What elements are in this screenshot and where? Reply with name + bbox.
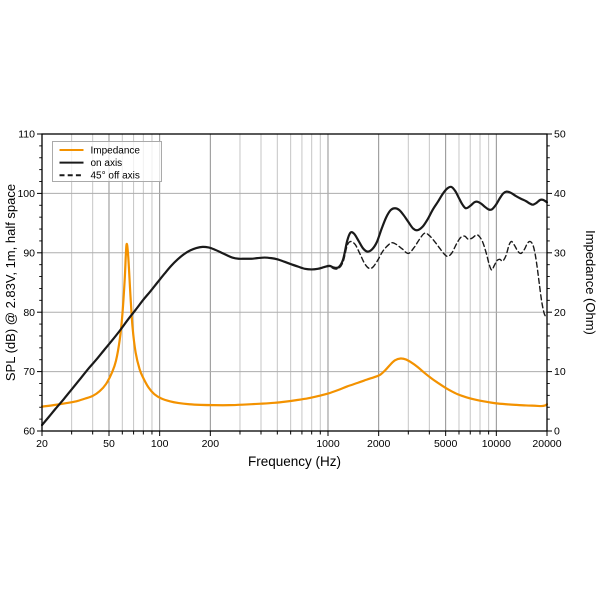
y-right-tick-label: 10 bbox=[554, 366, 566, 378]
x-tick-label: 10000 bbox=[482, 438, 511, 450]
45-off-axis-curve bbox=[323, 232, 548, 319]
legend-item-impedance: Impedance bbox=[59, 145, 141, 156]
legend-label: 45° off axis bbox=[91, 171, 140, 182]
y-right-tick-label: 30 bbox=[554, 247, 566, 259]
grid-lines bbox=[42, 134, 547, 431]
x-tick-label: 200 bbox=[202, 438, 220, 450]
y-left-tick-label: 80 bbox=[23, 307, 35, 319]
x-tick-label: 5000 bbox=[434, 438, 458, 450]
y-left-tick-label: 110 bbox=[18, 129, 35, 141]
plot-frame bbox=[41, 133, 548, 432]
x-tick-label: 50 bbox=[103, 438, 115, 450]
y-left-axis-title: SPL (dB) @ 2.83V, 1m, half space bbox=[3, 184, 18, 381]
series-curves bbox=[41, 185, 548, 427]
y-left-tick-label: 60 bbox=[23, 426, 35, 438]
x-tick-label: 1000 bbox=[316, 438, 340, 450]
x-tick-label: 20 bbox=[36, 438, 48, 450]
legend-item-45-off-axis: 45° off axis bbox=[59, 171, 140, 182]
y-left-tick-label: 100 bbox=[17, 188, 35, 200]
y-left-tick-label: 90 bbox=[23, 247, 35, 259]
y-right-tick-label: 50 bbox=[554, 129, 566, 141]
on-axis-curve bbox=[41, 185, 548, 427]
legend: Impedance on axis 45° off axis bbox=[52, 141, 162, 182]
legend-label: on axis bbox=[91, 158, 123, 169]
legend-label: Impedance bbox=[91, 145, 141, 156]
x-tick-label: 20000 bbox=[532, 438, 561, 450]
x-tick-label: 2000 bbox=[367, 438, 391, 450]
axes-ticks: 20 50 100 200 1000 2000 5000 10000 2000060708090… bbox=[3, 129, 598, 469]
y-right-tick-label: 20 bbox=[554, 307, 566, 319]
y-right-axis-title: Impedance (Ohm) bbox=[583, 230, 598, 335]
y-left-tick-label: 70 bbox=[23, 366, 35, 378]
x-tick-label: 100 bbox=[151, 438, 169, 450]
y-right-tick-label: 40 bbox=[554, 188, 566, 200]
x-axis-title: Frequency (Hz) bbox=[248, 454, 341, 469]
legend-item-on-axis: on axis bbox=[59, 158, 123, 169]
impedance-curve bbox=[41, 242, 548, 408]
y-right-tick-label: 0 bbox=[554, 426, 560, 438]
